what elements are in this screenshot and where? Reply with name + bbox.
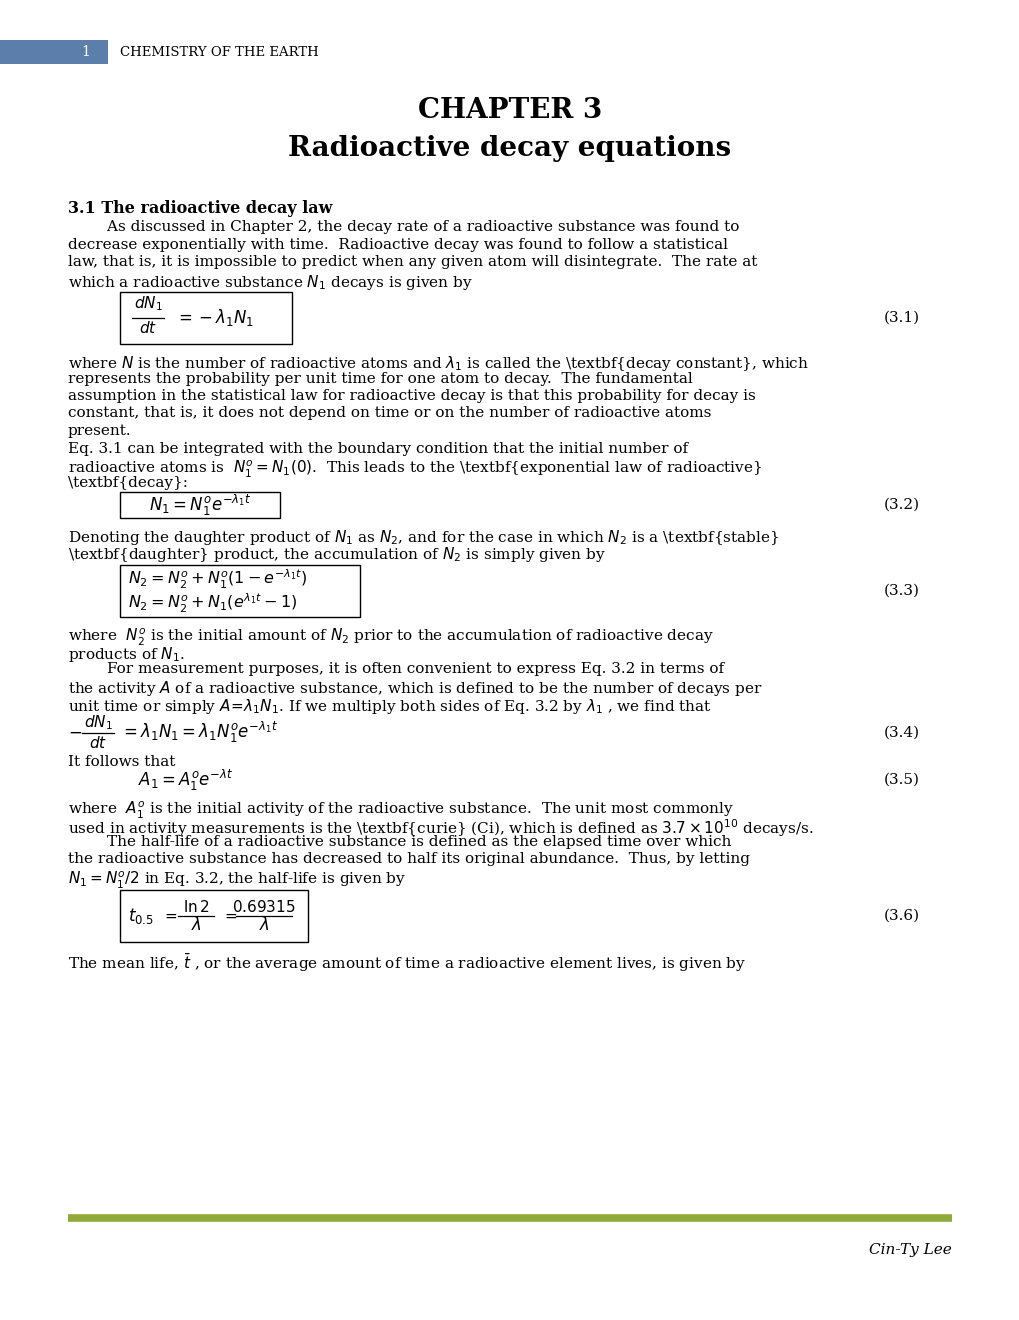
Text: (3.2): (3.2) — [883, 498, 919, 512]
Text: $dt$: $dt$ — [89, 734, 107, 751]
Text: represents the probability per unit time for one atom to decay.  The fundamental: represents the probability per unit time… — [68, 371, 692, 385]
Text: $= -\lambda_1 N_1$: $= -\lambda_1 N_1$ — [175, 308, 254, 329]
Text: $N_1 = N_1^o e^{-\lambda_1 t}$: $N_1 = N_1^o e^{-\lambda_1 t}$ — [149, 492, 251, 517]
Text: radioactive atoms is  $N_1^o = N_1(0)$.  This leads to the \textbf{exponential l: radioactive atoms is $N_1^o = N_1(0)$. T… — [68, 459, 761, 480]
Text: $=$: $=$ — [222, 908, 237, 923]
Text: It follows that: It follows that — [68, 755, 175, 768]
Text: $=$: $=$ — [162, 908, 178, 923]
Text: Denoting the daughter product of $N_1$ as $N_2$, and for the case in which $N_2$: Denoting the daughter product of $N_1$ a… — [68, 528, 779, 546]
Text: CHEMISTRY OF THE EARTH: CHEMISTRY OF THE EARTH — [120, 45, 319, 58]
Text: where  $A_1^o$ is the initial activity of the radioactive substance.  The unit m: where $A_1^o$ is the initial activity of… — [68, 800, 734, 821]
Text: \textbf{decay}:: \textbf{decay}: — [68, 477, 187, 491]
Bar — [120, 890, 308, 941]
Text: present.: present. — [68, 424, 131, 438]
Text: (3.4): (3.4) — [883, 726, 919, 739]
Text: $t_{0.5}$: $t_{0.5}$ — [127, 906, 154, 925]
Text: \textbf{daughter} product, the accumulation of $N_2$ is simply given by: \textbf{daughter} product, the accumulat… — [68, 545, 605, 565]
Text: $N_1 = N_1^o / 2$ in Eq. 3.2, the half-life is given by: $N_1 = N_1^o / 2$ in Eq. 3.2, the half-l… — [68, 870, 406, 891]
Text: 1: 1 — [82, 45, 90, 59]
Text: $= \lambda_1 N_1 = \lambda_1 N_1^o e^{-\lambda_1 t}$: $= \lambda_1 N_1 = \lambda_1 N_1^o e^{-\… — [120, 719, 278, 746]
Text: used in activity measurements is the \textbf{curie} (Ci), which is defined as $3: used in activity measurements is the \te… — [68, 817, 813, 840]
Text: $\lambda$: $\lambda$ — [191, 916, 201, 935]
Text: $A_1 = A_1^o e^{-\lambda t}$: $A_1 = A_1^o e^{-\lambda t}$ — [138, 767, 233, 793]
Text: the activity $A$ of a radioactive substance, which is defined to be the number o: the activity $A$ of a radioactive substa… — [68, 680, 762, 698]
Bar — [0, 40, 108, 63]
Text: where  $N_2^o$ is the initial amount of $N_2$ prior to the accumulation of radio: where $N_2^o$ is the initial amount of $… — [68, 627, 713, 648]
Text: Radioactive decay equations: Radioactive decay equations — [288, 135, 731, 161]
Text: $N_2 = N_2^o + N_1^o (1 - e^{-\lambda_1 t})$: $N_2 = N_2^o + N_1^o (1 - e^{-\lambda_1 … — [127, 568, 307, 590]
Text: unit time or simply $A\!=\!\lambda_1 N_1$. If we multiply both sides of Eq. 3.2 : unit time or simply $A\!=\!\lambda_1 N_1… — [68, 697, 711, 715]
Text: $-$: $-$ — [68, 723, 83, 741]
Text: which a radioactive substance $N_1$ decays is given by: which a radioactive substance $N_1$ deca… — [68, 272, 473, 292]
Bar — [120, 492, 280, 517]
Text: (3.6): (3.6) — [883, 908, 919, 923]
Text: law, that is, it is impossible to predict when any given atom will disintegrate.: law, that is, it is impossible to predic… — [68, 255, 757, 269]
Text: (3.1): (3.1) — [883, 312, 919, 325]
Text: $dN_1$: $dN_1$ — [84, 713, 112, 731]
Text: CHAPTER 3: CHAPTER 3 — [418, 96, 601, 124]
Text: $dt$: $dt$ — [139, 319, 157, 337]
Text: 3.1 The radioactive decay law: 3.1 The radioactive decay law — [68, 201, 332, 216]
Text: products of $N_1$.: products of $N_1$. — [68, 644, 184, 664]
Text: $\ln 2$: $\ln 2$ — [182, 899, 209, 915]
Text: $dN_1$: $dN_1$ — [133, 294, 162, 313]
Text: $N_2 = N_2^o + N_1(e^{\lambda_1 t} - 1)$: $N_2 = N_2^o + N_1(e^{\lambda_1 t} - 1)$ — [127, 591, 297, 615]
Bar — [120, 292, 291, 345]
Text: The mean life, $\bar{t}$ , or the average amount of time a radioactive element l: The mean life, $\bar{t}$ , or the averag… — [68, 952, 746, 974]
Text: $0.69315$: $0.69315$ — [232, 899, 296, 915]
Text: assumption in the statistical law for radioactive decay is that this probability: assumption in the statistical law for ra… — [68, 389, 755, 403]
Text: As discussed in Chapter 2, the decay rate of a radioactive substance was found t: As discussed in Chapter 2, the decay rat… — [68, 220, 739, 234]
Text: Cin-Ty Lee: Cin-Ty Lee — [868, 1243, 951, 1257]
Bar — [120, 565, 360, 616]
Text: constant, that is, it does not depend on time or on the number of radioactive at: constant, that is, it does not depend on… — [68, 407, 710, 421]
Text: the radioactive substance has decreased to half its original abundance.  Thus, b: the radioactive substance has decreased … — [68, 853, 749, 866]
Text: where $N$ is the number of radioactive atoms and $\lambda_1$ is called the \text: where $N$ is the number of radioactive a… — [68, 354, 808, 374]
Text: decrease exponentially with time.  Radioactive decay was found to follow a stati: decrease exponentially with time. Radioa… — [68, 238, 728, 252]
Text: The half-life of a radioactive substance is defined as the elapsed time over whi: The half-life of a radioactive substance… — [68, 836, 731, 849]
Text: (3.5): (3.5) — [883, 774, 919, 787]
Text: (3.3): (3.3) — [883, 583, 919, 598]
Text: For measurement purposes, it is often convenient to express Eq. 3.2 in terms of: For measurement purposes, it is often co… — [68, 663, 723, 676]
Text: $\lambda$: $\lambda$ — [259, 916, 269, 935]
Text: Eq. 3.1 can be integrated with the boundary condition that the initial number of: Eq. 3.1 can be integrated with the bound… — [68, 441, 688, 455]
